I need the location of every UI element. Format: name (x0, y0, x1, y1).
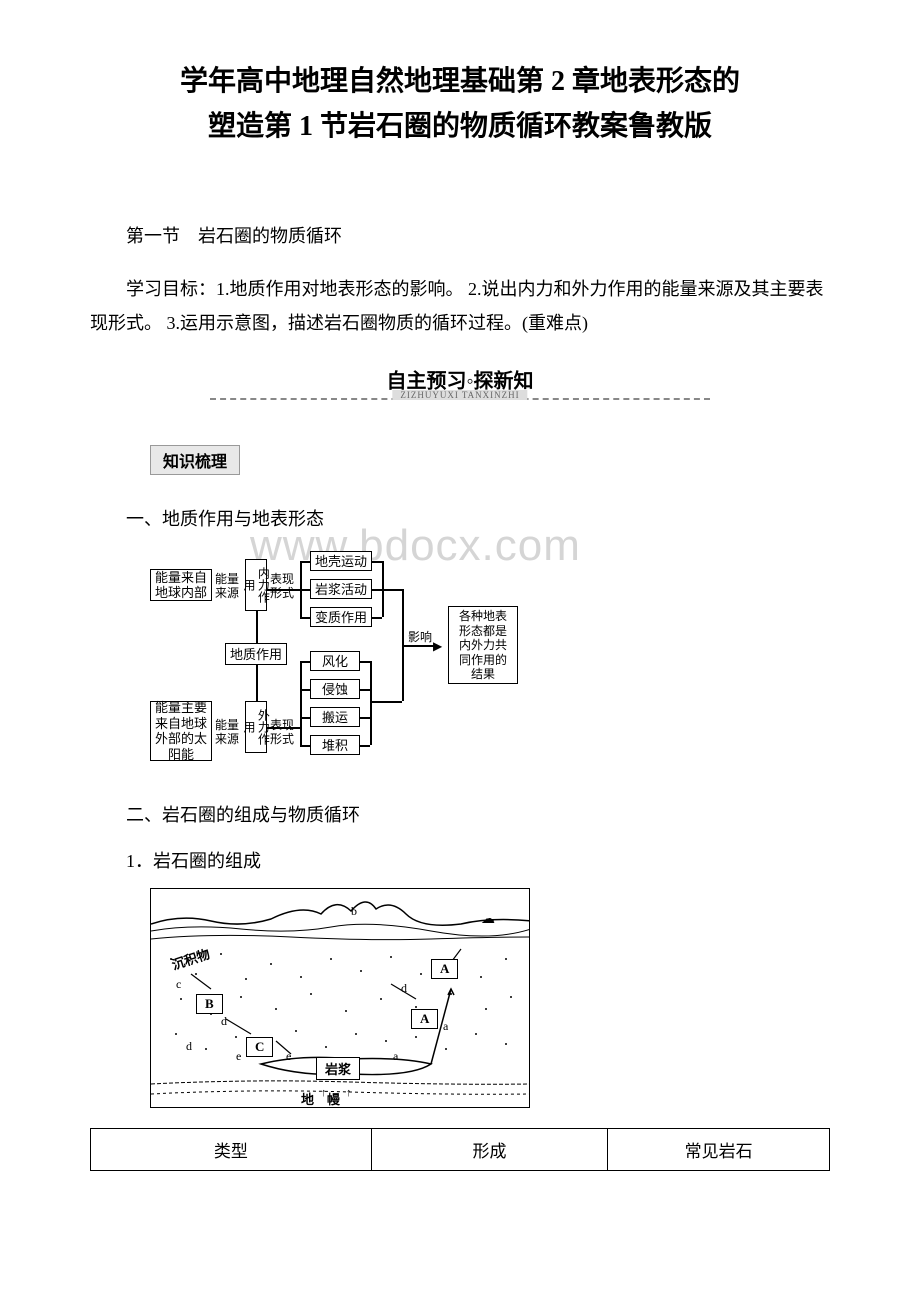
label-magma: 岩浆 (316, 1057, 360, 1080)
arrow-down-mantle: ↑ (346, 1087, 352, 1099)
box-metamorph: 变质作用 (310, 607, 372, 627)
knowledge-label-wrap: 知识梳理 (90, 425, 830, 485)
line-rb-low (370, 661, 372, 745)
section-heading-1: 第一节 岩石圈的物质循环 (90, 220, 830, 252)
label-d2: d (401, 981, 407, 996)
line-to-influence (402, 645, 437, 647)
numbered-composition: 1．岩石圈的组成 (90, 847, 830, 873)
line-merge-up (382, 589, 402, 591)
rock-type-table: 类型 形成 常见岩石 (90, 1128, 830, 1171)
box-B: B (196, 994, 223, 1014)
label-a1: a (443, 1019, 448, 1034)
label-c: c (176, 977, 181, 992)
label-form-2: 表现 形式 (270, 719, 294, 745)
line-rb-l3 (360, 717, 370, 719)
line-rb-u3 (372, 617, 382, 619)
diagram1-wrap: 能量来自 地球内部 能量主要 来自地球 外部的太 阳能 能量 来源 能量 来源 … (150, 551, 830, 781)
label-influence: 影响 (408, 631, 432, 644)
label-form-1: 表现 形式 (270, 573, 294, 599)
label-energy-src-1: 能量 来源 (215, 573, 239, 599)
box-crust-move: 地壳运动 (310, 551, 372, 571)
box-A1: A (431, 959, 458, 979)
preview-banner: 自主预习◦探新知 ZIZHUYUXI TANXINZHI (90, 360, 830, 405)
line-u3 (300, 617, 310, 619)
box-transport: 搬运 (310, 707, 360, 727)
cloud-icon: ☁ (481, 911, 495, 928)
document-title: 学年高中地理自然地理基础第 2 章地表形态的 塑造第 1 节岩石圈的物质循环教案… (90, 60, 830, 150)
label-e1: e (286, 1049, 291, 1064)
line-bracket-lower (300, 661, 302, 745)
line-l2 (300, 689, 310, 691)
banner-subtitle: ZIZHUYUXI TANXINZHI (392, 390, 527, 400)
banner-container: 自主预习◦探新知 ZIZHUYUXI TANXINZHI (210, 360, 710, 400)
th-formation: 形成 (371, 1129, 607, 1171)
box-result: 各种地表 形态都是 内外力共 同作用的 结果 (448, 606, 518, 684)
title-line-1: 学年高中地理自然地理基础第 2 章地表形态的 (180, 66, 740, 97)
arrow-up-mantle: ↑ (321, 1087, 327, 1099)
line-rb-u1 (372, 561, 382, 563)
box-outer-force: 外力作用 (245, 701, 267, 753)
line-l3 (300, 717, 310, 719)
line-rb-l4 (360, 745, 370, 747)
line-l4 (300, 745, 310, 747)
line-geo-down (256, 665, 258, 701)
label-e2: e (236, 1049, 241, 1064)
diagram1-region: www.bdocx.com 能量来自 地球内部 能量主要 来自地球 外部的太 阳… (90, 551, 830, 781)
label-a2: a (393, 1049, 398, 1064)
line-rb-l1 (360, 661, 370, 663)
arrow-influence: ▶ (433, 639, 442, 654)
box-C: C (246, 1037, 273, 1057)
table-row: 类型 形成 常见岩石 (91, 1129, 830, 1171)
line-u-in (267, 589, 300, 591)
label-d1: d (221, 1014, 227, 1029)
box-geo-action: 地质作用 (225, 643, 287, 665)
line-l1 (300, 661, 310, 663)
label-d3: d (186, 1039, 192, 1054)
box-A2: A (411, 1009, 438, 1029)
box-energy-inner: 能量来自 地球内部 (150, 569, 212, 601)
knowledge-label: 知识梳理 (150, 445, 240, 475)
box-deposit: 堆积 (310, 735, 360, 755)
cross-section-lithosphere: 沉积物 岩浆 地 幔 A A B C a a b c d d d e e ↑ ↑… (150, 888, 530, 1108)
box-erosion: 侵蚀 (310, 679, 360, 699)
line-rb-l2 (360, 689, 370, 691)
box-inner-force: 内力作用 (245, 559, 267, 611)
flowchart-geo-action: 能量来自 地球内部 能量主要 来自地球 外部的太 阳能 能量 来源 能量 来源 … (150, 551, 570, 781)
heading-lithosphere: 二、岩石圈的组成与物质循环 (90, 801, 830, 827)
learning-objectives: 学习目标：1.地质作用对地表形态的影响。 2.说出内力和外力作用的能量来源及其主… (90, 272, 830, 340)
line-merge-low (370, 701, 402, 703)
box-weathering: 风化 (310, 651, 360, 671)
title-line-2: 塑造第 1 节岩石圈的物质循环教案鲁教版 (208, 111, 712, 142)
th-common: 常见岩石 (608, 1129, 830, 1171)
diagram2-wrap: 沉积物 岩浆 地 幔 A A B C a a b c d d d e e ↑ ↑… (150, 888, 830, 1108)
line-u2 (300, 589, 310, 591)
box-magma-act: 岩浆活动 (310, 579, 372, 599)
heading-geo-action: 一、地质作用与地表形态 (90, 505, 830, 531)
label-energy-src-2: 能量 来源 (215, 719, 239, 745)
line-geo-up (256, 611, 258, 643)
label-b: b (351, 904, 357, 919)
line-l-in (267, 727, 300, 729)
line-rb-u2 (372, 589, 382, 591)
box-energy-outer: 能量主要 来自地球 外部的太 阳能 (150, 701, 212, 761)
th-type: 类型 (91, 1129, 372, 1171)
line-u1 (300, 561, 310, 563)
